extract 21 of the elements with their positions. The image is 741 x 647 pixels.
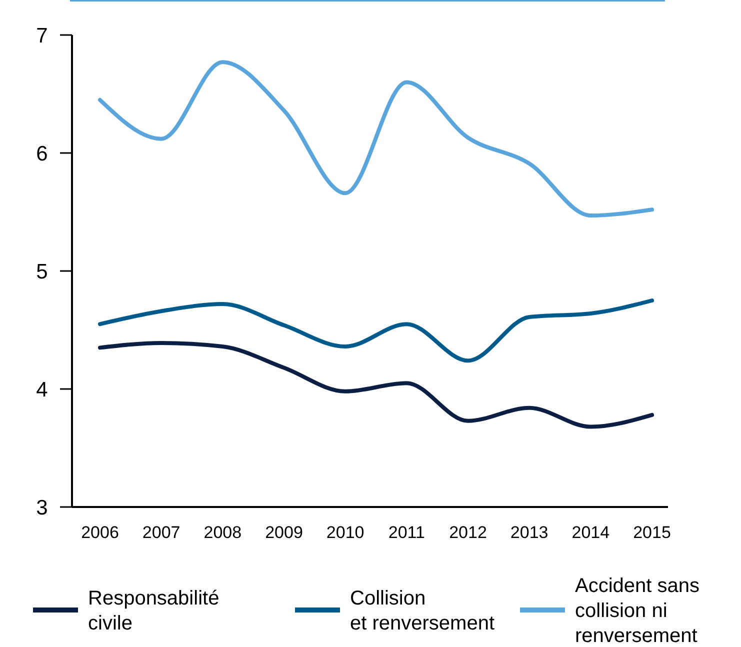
x-tick-label: 2007 [142, 523, 180, 542]
y-tick-label: 3 [36, 496, 48, 520]
x-tick-label: 2012 [449, 523, 487, 542]
x-tick-label: 2010 [326, 523, 364, 542]
x-tick-label: 2015 [633, 523, 671, 542]
x-tick-label: 2006 [81, 523, 119, 542]
x-tick-label: 2011 [388, 523, 425, 542]
legend-label: Responsabilité civile [88, 588, 220, 634]
y-tick-label: 7 [36, 24, 48, 48]
x-tick-label: 2014 [572, 523, 610, 542]
line-series [98, 60, 654, 218]
legend-label: Collision et renversement [350, 588, 495, 634]
line-series [98, 340, 654, 429]
y-tick-label: 6 [36, 142, 48, 166]
x-tick-label: 2008 [204, 523, 242, 542]
x-tick-label: 2013 [510, 523, 548, 542]
y-tick-label: 5 [36, 260, 48, 284]
y-tick-label: 4 [36, 378, 48, 402]
line-series [98, 298, 654, 363]
legend-label: Accident sans collision ni renversement [575, 575, 700, 647]
x-tick-label: 2009 [265, 523, 303, 542]
